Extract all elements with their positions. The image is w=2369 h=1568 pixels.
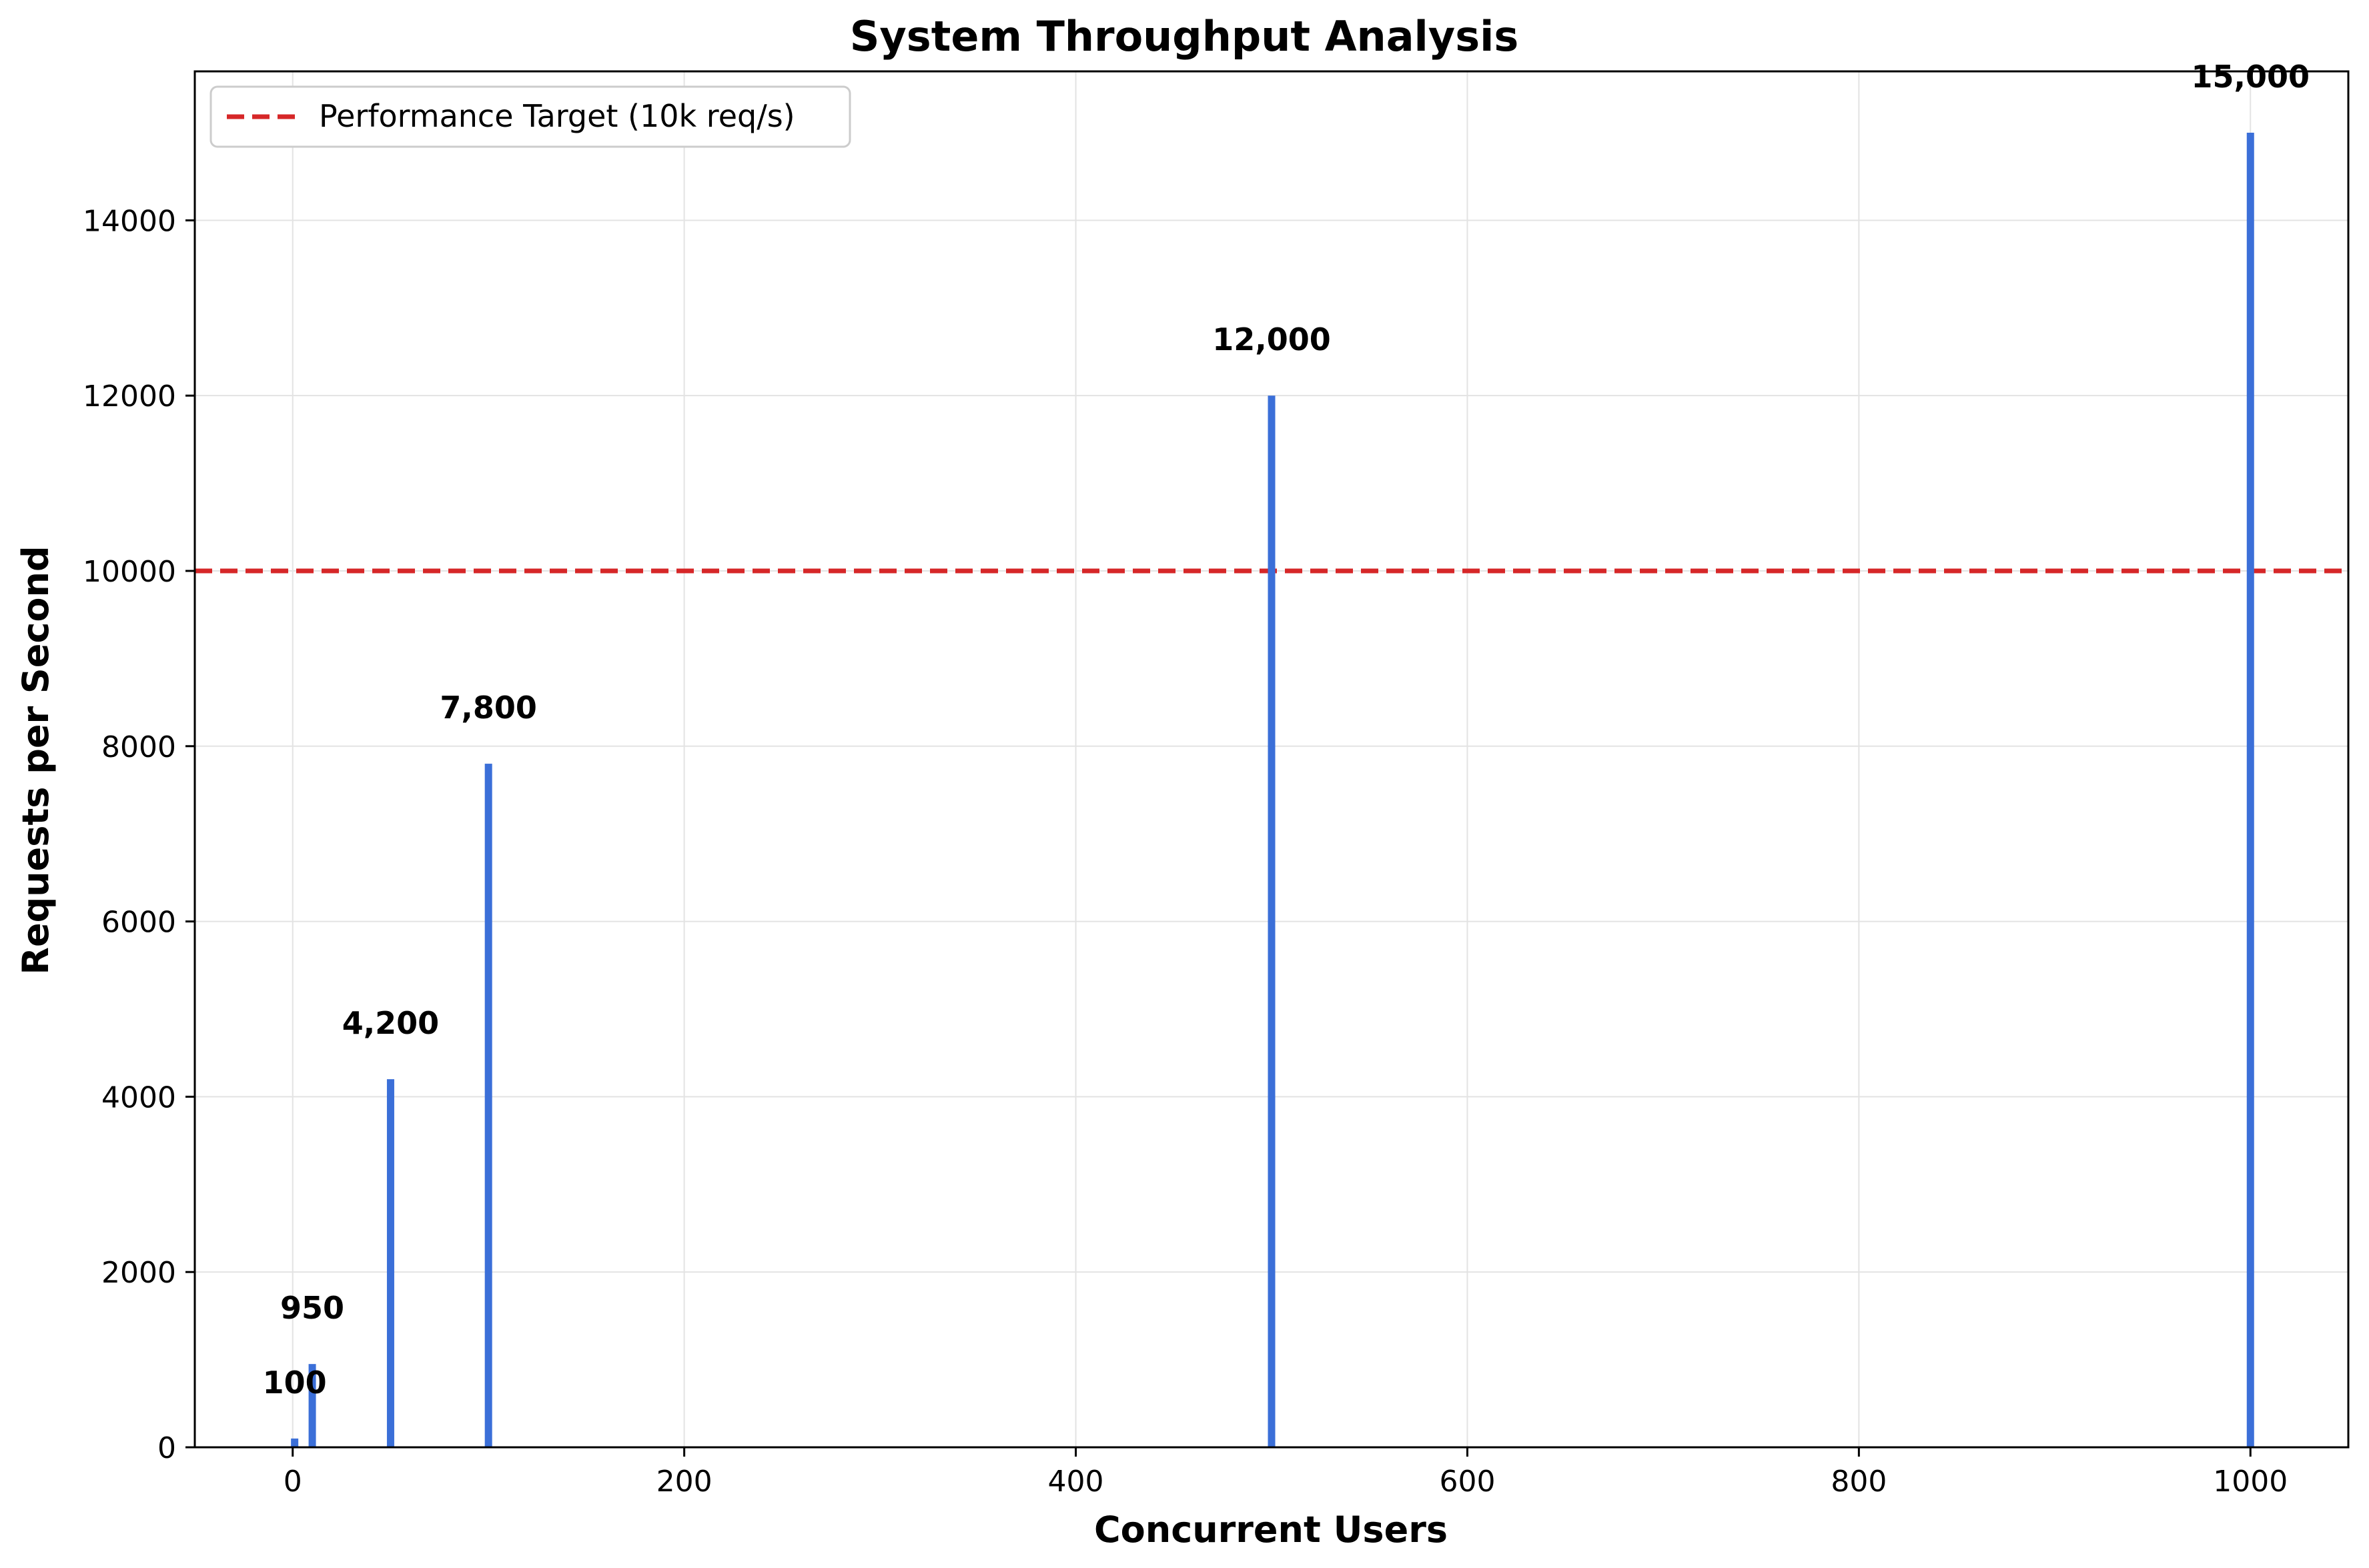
x-tick-label: 800 [1831,1465,1887,1499]
data-label: 950 [280,1290,344,1326]
y-tick-label: 8000 [101,730,176,764]
bars [291,132,2254,1447]
x-tick-label: 200 [656,1465,713,1499]
x-tick-label: 400 [1048,1465,1104,1499]
bar [1268,396,1276,1447]
x-tick-label: 1000 [2213,1465,2288,1499]
bar [2246,132,2254,1447]
data-label: 12,000 [1212,321,1331,357]
bar [291,1438,299,1447]
y-tick-label: 14000 [83,204,176,238]
bar [386,1079,394,1447]
x-axis-ticks: 0 200 400 600 800 1000 [284,1447,2288,1499]
x-tick-label: 0 [284,1465,302,1499]
x-axis-label: Concurrent Users [1094,1509,1448,1551]
legend-label-target: Performance Target (10k req/s) [319,98,795,134]
data-label: 4,200 [342,1005,440,1041]
y-tick-label: 10000 [83,555,176,589]
x-tick-label: 600 [1439,1465,1495,1499]
y-tick-label: 12000 [83,379,176,414]
y-tick-label: 6000 [101,906,176,940]
data-label: 7,800 [440,690,537,726]
y-axis-label: Requests per Second [15,546,57,974]
y-tick-label: 4000 [101,1080,176,1114]
data-label: 100 [263,1365,327,1401]
bar [484,764,492,1447]
y-tick-label: 2000 [101,1256,176,1290]
data-labels: 100 950 4,200 7,800 12,000 15,000 [263,59,2310,1401]
y-axis-ticks: 0 2000 4000 6000 8000 10000 12000 14000 [83,204,195,1465]
bar [308,1364,316,1447]
data-label: 15,000 [2192,59,2310,95]
chart-title: System Throughput Analysis [850,12,1519,61]
y-tick-label: 0 [157,1431,176,1465]
legend: Performance Target (10k req/s) [209,85,851,148]
legend-box [209,85,851,148]
plot-frame [193,70,2350,1449]
